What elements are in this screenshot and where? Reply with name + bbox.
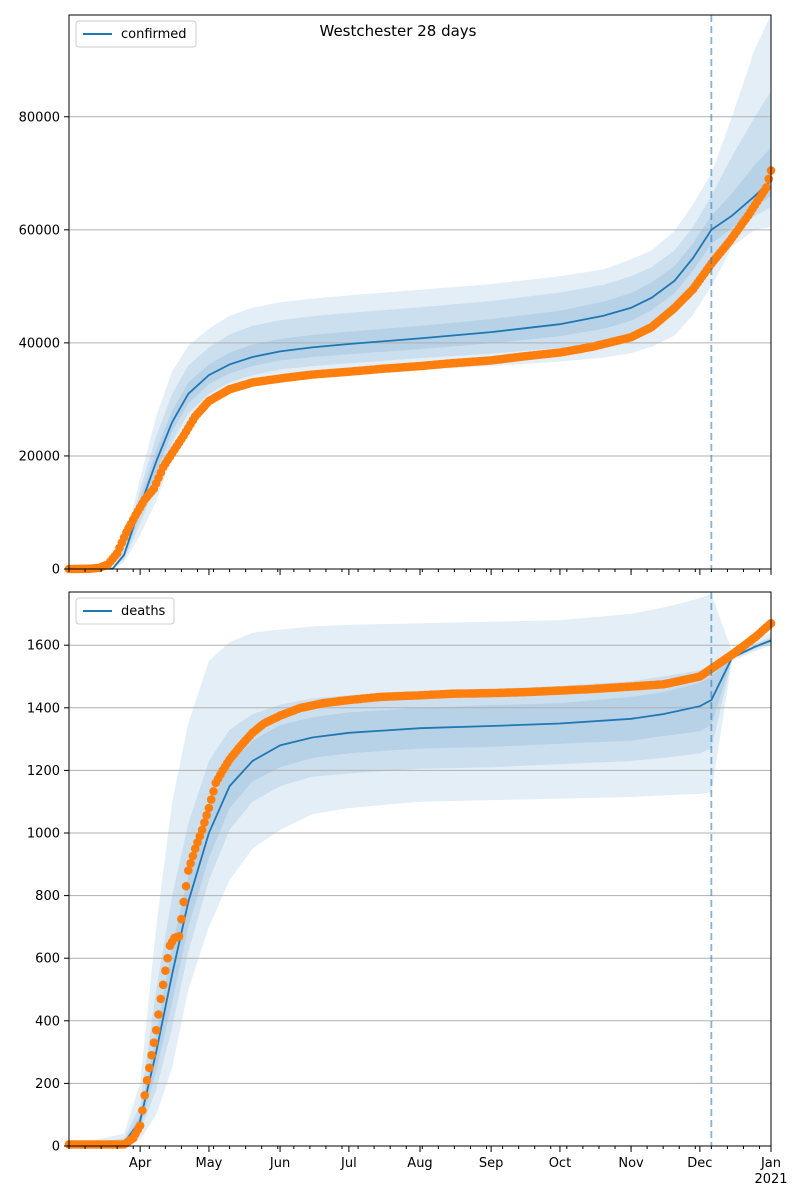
deaths-model-path xyxy=(68,639,772,1147)
x-tick-label: May xyxy=(195,1156,222,1171)
deaths-model-line xyxy=(68,639,772,1147)
deaths-legend: deaths xyxy=(75,597,175,625)
confirmed-panel: 0 20000 40000 60000 80000 Westchester 28 day… xyxy=(19,14,776,578)
deaths-gridlines xyxy=(69,644,771,1084)
y-tick-label: 20000 xyxy=(19,449,60,464)
deaths-observed-point xyxy=(177,914,186,924)
confirmed-band-1 xyxy=(69,91,771,570)
deaths-panel: 0 200 400 600 800 1000 1200 1400 1600 Apr May Jun J… xyxy=(27,591,788,1187)
deaths-observed-point xyxy=(156,994,166,1004)
deaths-observed-point xyxy=(197,825,207,835)
deaths-observed-point xyxy=(158,980,168,990)
x-tick-label: Jul xyxy=(340,1156,357,1171)
x-tick-label: Sep xyxy=(479,1156,504,1171)
deaths-observed-point xyxy=(163,953,172,963)
x-tick-label: Aug xyxy=(407,1156,432,1171)
x-year-label: 2021 xyxy=(754,1172,787,1187)
confirmed-observed-points xyxy=(64,166,776,574)
deaths-observed-point xyxy=(179,897,188,907)
y-tick-label: 60000 xyxy=(19,223,60,238)
confirmed-model-path xyxy=(68,179,772,570)
y-tick-label: 0 xyxy=(52,563,60,578)
x-tick-label: Oct xyxy=(549,1156,571,1171)
deaths-observed-point xyxy=(174,932,184,941)
deaths-observed-point xyxy=(147,1050,156,1060)
x-tick-label: Jun xyxy=(269,1156,290,1171)
y-tick-label: 40000 xyxy=(19,336,60,351)
y-tick-label: 600 xyxy=(35,952,60,967)
deaths-observed-point xyxy=(135,1121,145,1130)
deaths-observed-point xyxy=(202,811,211,820)
deaths-observed-point xyxy=(138,1106,147,1115)
confirmed-band-0 xyxy=(69,15,771,569)
confirmed-chart-title: Westchester 28 days xyxy=(320,22,477,40)
x-tick-label: Dec xyxy=(687,1156,712,1171)
deaths-observed-point xyxy=(145,1063,154,1073)
y-tick-label: 1400 xyxy=(27,701,60,716)
deaths-observed-point xyxy=(188,851,198,861)
deaths-observed-point xyxy=(149,1038,159,1047)
deaths-band-1 xyxy=(69,637,771,1146)
deaths-y-axis: 0 200 400 600 800 1000 1200 1400 1600 xyxy=(27,639,69,1155)
deaths-observed-point xyxy=(206,795,216,804)
deaths-observed-point xyxy=(209,787,218,796)
deaths-band-0 xyxy=(69,593,771,1146)
y-tick-label: 1600 xyxy=(27,639,60,654)
deaths-observed-point xyxy=(161,966,170,975)
y-tick-label: 800 xyxy=(35,889,60,904)
y-tick-label: 1200 xyxy=(27,764,60,779)
y-tick-label: 0 xyxy=(52,1140,60,1155)
deaths-observed-point xyxy=(184,866,193,875)
confirmed-legend: confirmed xyxy=(75,20,197,48)
deaths-observed-point xyxy=(142,1076,152,1085)
confirmed-y-axis: 0 20000 40000 60000 80000 xyxy=(19,110,69,578)
deaths-observed-points xyxy=(64,619,776,1149)
x-tick-label: Nov xyxy=(618,1156,644,1171)
y-tick-label: 400 xyxy=(35,1014,60,1029)
deaths-observed-point xyxy=(186,859,195,868)
deaths-observed-point xyxy=(200,818,209,827)
deaths-observed-point xyxy=(140,1091,149,1100)
confirmed-model-line xyxy=(68,179,772,570)
y-tick-label: 1000 xyxy=(27,827,60,842)
deaths-observed-point xyxy=(181,881,191,891)
confirmed-x-axis xyxy=(68,569,772,575)
deaths-legend-label: deaths xyxy=(121,604,166,619)
deaths-band-2 xyxy=(69,638,771,1146)
x-tick-label: Jan xyxy=(760,1156,781,1171)
confirmed-observed-point xyxy=(764,174,773,184)
confirmed-legend-label: confirmed xyxy=(121,27,187,42)
deaths-observed-point xyxy=(154,1010,163,1019)
y-tick-label: 80000 xyxy=(19,110,60,125)
confirmed-observed-point xyxy=(762,183,771,192)
deaths-uncertainty-bands xyxy=(69,593,771,1146)
deaths-observed-point xyxy=(204,803,214,813)
deaths-observed-point xyxy=(151,1025,161,1035)
confirmed-gridlines xyxy=(69,116,771,457)
y-tick-label: 200 xyxy=(35,1077,60,1092)
x-tick-label: Apr xyxy=(129,1156,152,1171)
confirmed-uncertainty-bands xyxy=(69,15,771,570)
